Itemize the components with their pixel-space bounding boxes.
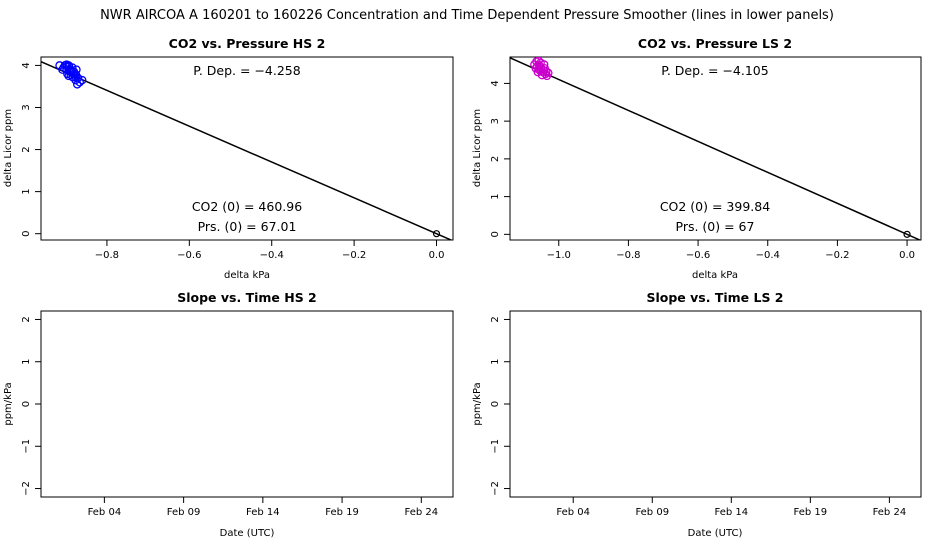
annotation-co2-zero: CO2 (0) = 399.84: [660, 199, 770, 214]
plot-frame: [40, 310, 454, 498]
data-point: [62, 60, 71, 69]
y-tick-label: −2: [490, 481, 501, 496]
data-point: [532, 57, 541, 66]
x-tick-label: −0.4: [756, 250, 780, 261]
plot-area: Feb 04 Feb 09 Feb 14 Feb 19 Feb 24 −2 −1 0 1 2: [490, 316, 906, 518]
data-point: [541, 67, 551, 76]
x-tick-label: 0.0: [899, 250, 915, 261]
plot-content: [510, 57, 921, 240]
y-tick-label: 2: [490, 156, 501, 162]
x-tick-label: Feb 09: [635, 507, 669, 518]
x-tick-label: Feb 24: [873, 507, 907, 518]
x-tick-label: −0.4: [260, 250, 284, 261]
x-tick-label: −0.8: [95, 250, 119, 261]
y-tick-label: 4: [490, 80, 501, 86]
y-tick-label: −1: [21, 439, 32, 454]
x-tick-label: −0.2: [825, 250, 849, 261]
panel-title: Slope vs. Time LS 2: [646, 290, 783, 305]
panel-title: CO2 vs. Pressure HS 2: [169, 36, 326, 51]
annotation-prs-zero: Prs. (0) = 67: [676, 219, 755, 234]
x-tick-label: 0.0: [429, 250, 445, 261]
panel-ls-pressure: CO2 vs. Pressure LS 2 −1.0 −0.8 −0.6 −0.4 −0…: [472, 36, 922, 281]
y-tick-label: 4: [21, 62, 32, 68]
y-tick-label: 3: [21, 104, 32, 110]
x-tick-label: Feb 24: [405, 507, 439, 518]
data-point: [75, 77, 84, 87]
data-point: [73, 80, 82, 89]
y-tick-label: 2: [21, 316, 32, 322]
x-tick-label: Feb 14: [246, 507, 280, 518]
x-tick-label: −0.8: [616, 250, 640, 261]
y-tick-label: 3: [490, 118, 501, 124]
data-point: [66, 70, 75, 79]
plot-frame: [509, 56, 922, 241]
x-axis-label: Date (UTC): [220, 528, 275, 539]
panel-hs-time: Slope vs. Time HS 2 Feb 04 Feb 09 Feb 14 Fe…: [3, 290, 454, 539]
plot-frame: [40, 56, 454, 241]
plot-content: [41, 60, 453, 240]
data-point: [71, 75, 80, 85]
plot-area: −0.8 −0.6 −0.4 −0.2 0.0 0 1 2 3 4: [21, 60, 453, 261]
y-axis-label: ppm/kPa: [3, 382, 14, 425]
y-tick-label: 1: [21, 188, 32, 194]
x-tick-label: Feb 04: [88, 507, 122, 518]
origin-point: [903, 230, 911, 238]
data-point: [544, 68, 553, 78]
x-tick-label: −1.0: [547, 250, 571, 261]
x-axis-label: delta kPa: [224, 270, 270, 281]
y-tick-label: 1: [490, 359, 501, 365]
annotation-co2-zero: CO2 (0) = 460.96: [192, 199, 302, 214]
x-axis-label: delta kPa: [692, 270, 738, 281]
x-tick-label: Feb 04: [556, 507, 590, 518]
y-tick-label: 0: [21, 231, 32, 237]
origin-point: [432, 230, 441, 238]
panel-hs-pressure: CO2 vs. Pressure HS 2 −0.8 −0.6 −0.4 −0.2 0.…: [3, 36, 454, 281]
plot-area: −1.0 −0.8 −0.6 −0.4 −0.2 0.0 0 1 2 3 4: [490, 57, 921, 261]
y-tick-label: 2: [21, 146, 32, 152]
y-tick-label: 0: [490, 401, 501, 407]
y-tick-label: 1: [490, 193, 501, 199]
fit-line: [41, 61, 453, 240]
data-point: [534, 64, 543, 74]
x-tick-label: Feb 09: [167, 507, 201, 518]
y-tick-label: −2: [21, 481, 32, 496]
x-tick-label: Feb 14: [715, 507, 749, 518]
y-tick-label: 0: [21, 401, 32, 407]
panel-title: CO2 vs. Pressure LS 2: [638, 36, 792, 51]
plot-frame: [509, 310, 922, 498]
y-tick-label: 2: [490, 316, 501, 322]
y-tick-label: −1: [490, 439, 501, 454]
y-axis-label: delta Licor ppm: [3, 109, 14, 187]
x-tick-label: −0.6: [177, 250, 201, 261]
y-axis-label: delta Licor ppm: [472, 109, 483, 187]
panel-ls-time: Slope vs. Time LS 2 Feb 04 Feb 09 Feb 14 Fe…: [472, 290, 922, 539]
plot-area: Feb 04 Feb 09 Feb 14 Feb 19 Feb 24 −2 −1 0 1 2: [21, 316, 438, 518]
y-axis-label: ppm/kPa: [472, 382, 483, 425]
annotation-p-dep: P. Dep. = −4.105: [661, 63, 768, 78]
y-tick-label: 1: [21, 359, 32, 365]
annotation-prs-zero: Prs. (0) = 67.01: [198, 219, 297, 234]
x-tick-label: Feb 19: [794, 507, 828, 518]
x-tick-label: −0.6: [686, 250, 710, 261]
fit-line: [510, 57, 921, 240]
page-title: NWR AIRCOA A 160201 to 160226 Concentrat…: [100, 8, 834, 23]
x-tick-label: Feb 19: [325, 507, 359, 518]
panel-title: Slope vs. Time HS 2: [177, 290, 317, 305]
y-tick-label: 0: [490, 231, 501, 237]
annotation-p-dep: P. Dep. = −4.258: [193, 63, 300, 78]
x-tick-label: −0.2: [342, 250, 366, 261]
x-axis-label: Date (UTC): [688, 528, 743, 539]
